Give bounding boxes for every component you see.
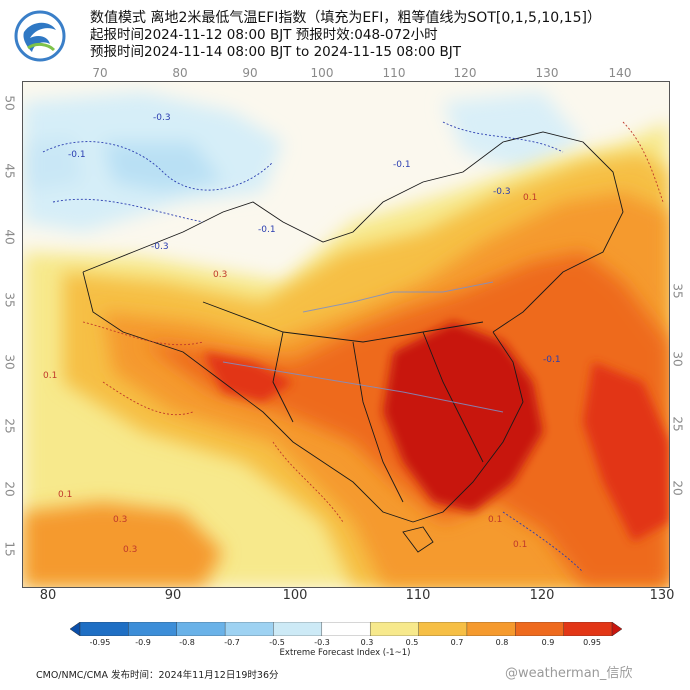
- right-lat-tick: 20: [670, 480, 685, 496]
- contour-lines: [42, 121, 664, 573]
- contour-label: 0.1: [488, 515, 502, 525]
- negative-efi-areas: [23, 92, 583, 232]
- right-latitude-axis: 35 30 25 20: [670, 81, 690, 586]
- right-lat-tick: 25: [670, 416, 685, 432]
- efi-map: -0.3 -0.1 -0.3 -0.1 -0.3 0.1 -0.1 0.3 0.…: [22, 81, 670, 588]
- contour-label: -0.1: [258, 225, 276, 235]
- colorbar-label: -0.9: [135, 638, 151, 647]
- colorbar-label: 0.3: [360, 638, 374, 647]
- colorbar-segment: [128, 622, 178, 636]
- colorbar-segment: [369, 622, 420, 636]
- chart-title: 数值模式 离地2米最低气温EFI指数（填充为EFI，粗等值线为SOT[0,1,5…: [90, 10, 601, 26]
- left-lat-tick: 45: [2, 163, 17, 179]
- header: 数值模式 离地2米最低气温EFI指数（填充为EFI，粗等值线为SOT[0,1,5…: [90, 10, 601, 61]
- extreme-efi-core: [203, 322, 669, 542]
- bottom-lon-tick: 100: [282, 588, 308, 603]
- bottom-lon-tick: 90: [164, 588, 182, 603]
- colorbar-label: 0.5: [405, 638, 419, 647]
- bottom-lon-tick: 110: [405, 588, 431, 603]
- colorbar-segment: [321, 622, 371, 636]
- contour-label: 0.1: [523, 193, 537, 203]
- colorbar-label: -0.5: [269, 638, 285, 647]
- issuer-line: CMO/NMC/CMA 发布时间：2024年11月12日19时36分: [36, 670, 279, 681]
- init-time-line: 起报时间2024-11-12 08:00 BJT 预报时效:048-072小时: [90, 27, 438, 43]
- contour-label: -0.1: [393, 160, 411, 170]
- contour-label: -0.1: [543, 355, 561, 365]
- colorbar-segment: [79, 622, 130, 636]
- colorbar-label: -0.8: [179, 638, 195, 647]
- left-lat-tick: 25: [2, 418, 17, 434]
- contour-label: -0.1: [68, 150, 86, 160]
- contour-label: 0.1: [513, 540, 527, 550]
- left-lat-tick: 30: [2, 354, 17, 370]
- colorbar-segment: [273, 622, 323, 636]
- bottom-lon-tick: 130: [649, 588, 675, 603]
- contour-label: 0.1: [43, 371, 57, 381]
- left-lat-tick: 35: [2, 292, 17, 308]
- contour-label: -0.3: [151, 242, 169, 252]
- colorbar-label: 0.9: [541, 638, 555, 647]
- colorbar-title: Extreme Forecast Index (-1~1): [279, 648, 411, 658]
- top-lon-tick: 80: [172, 66, 188, 80]
- contour-label: -0.3: [153, 113, 171, 123]
- right-lat-tick: 35: [670, 283, 685, 299]
- river-lines: [222, 281, 504, 413]
- right-lat-tick: 30: [670, 351, 685, 367]
- colorbar-label: -0.3: [314, 638, 330, 647]
- bottom-lon-tick: 120: [529, 588, 555, 603]
- contour-label: 0.3: [113, 515, 127, 525]
- top-lon-tick: 110: [382, 66, 406, 80]
- left-lat-tick: 20: [2, 481, 17, 497]
- top-lon-tick: 70: [92, 66, 108, 80]
- colorbar-label: 0.8: [495, 638, 509, 647]
- boundary-lines: [82, 131, 624, 553]
- left-lat-tick: 50: [2, 95, 17, 111]
- colorbar-label: 0.95: [583, 638, 601, 647]
- colorbar-label: -0.95: [89, 638, 111, 647]
- bottom-lon-tick: 80: [39, 588, 57, 603]
- contour-label: 0.3: [123, 545, 137, 555]
- top-lon-tick: 130: [535, 66, 559, 80]
- weibo-watermark: @weatherman_信欣: [505, 666, 633, 681]
- top-lon-tick: 90: [242, 66, 258, 80]
- colorbar-segment: [466, 622, 516, 636]
- left-lat-tick: 15: [2, 541, 17, 557]
- contour-label: -0.3: [493, 187, 511, 197]
- valid-time-line: 预报时间2024-11-14 08:00 BJT to 2024-11-15 0…: [90, 44, 461, 60]
- colorbar-segment: [418, 622, 468, 636]
- bottom-longitude-axis: 80 90 100 110 120 130: [22, 588, 675, 604]
- top-lon-tick: 100: [310, 66, 334, 80]
- efi-map-canvas: -0.3 -0.1 -0.3 -0.1 -0.3 0.1 -0.1 0.3 0.…: [23, 82, 669, 587]
- top-longitude-axis: 70 80 90 100 110 120 130 140: [22, 66, 668, 80]
- top-lon-tick: 140: [608, 66, 632, 80]
- left-latitude-axis: 50 45 40 35 30 25 20 15: [0, 81, 20, 586]
- colorbar-left-arrow: [70, 622, 81, 636]
- contour-label: 0.1: [58, 490, 72, 500]
- colorbar-segment: [176, 622, 226, 636]
- efi-colorbar: [70, 622, 622, 636]
- contour-label-group: -0.3 -0.1 -0.3 -0.1 -0.3 0.1 -0.1 0.3 0.…: [43, 113, 561, 555]
- colorbar-segment: [563, 622, 613, 636]
- cma-logo-icon: [14, 10, 66, 62]
- left-lat-tick: 40: [2, 229, 17, 245]
- colorbar-label: -0.7: [224, 638, 240, 647]
- colorbar-labels: -0.95 -0.9 -0.8 -0.7 -0.5 -0.3 0.3 0.5 0…: [70, 638, 622, 650]
- colorbar-segment: [515, 622, 565, 636]
- colorbar-label: 0.7: [450, 638, 464, 647]
- colorbar-segment: [224, 622, 275, 636]
- top-lon-tick: 120: [453, 66, 477, 80]
- contour-label: 0.3: [213, 270, 227, 280]
- colorbar-right-arrow: [611, 622, 622, 636]
